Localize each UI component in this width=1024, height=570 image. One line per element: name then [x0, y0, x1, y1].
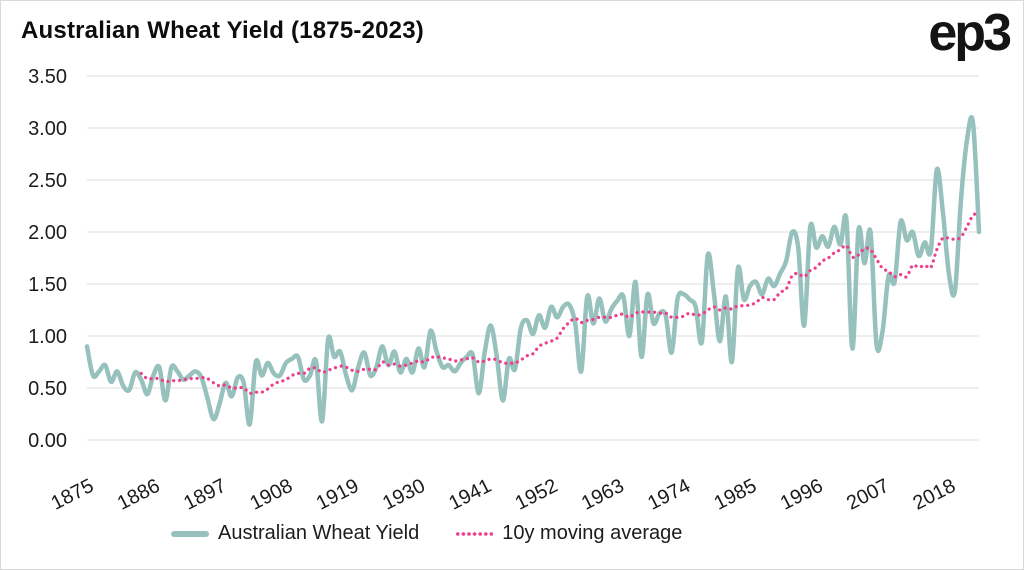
x-tick-label: 1930 — [379, 475, 429, 515]
moving-average-swatch — [455, 531, 494, 536]
x-tick-label: 1952 — [512, 475, 562, 515]
x-tick-label: 1985 — [711, 475, 761, 515]
yield-line — [84, 115, 982, 427]
x-tick-label: 1897 — [180, 475, 230, 515]
y-tick-label: 2.00 — [28, 222, 67, 244]
moving-average-line — [139, 211, 981, 395]
x-tick-label: 1886 — [114, 475, 164, 515]
y-tick-label: 2.50 — [28, 170, 67, 192]
x-tick-label: 1941 — [445, 475, 495, 515]
x-tick-label: 1875 — [48, 475, 98, 515]
y-tick-label: 1.50 — [28, 274, 67, 296]
y-tick-label: 3.00 — [28, 118, 67, 140]
x-tick-label: 1963 — [578, 475, 628, 515]
y-tick-label: 1.00 — [28, 326, 67, 348]
legend-item-yield: Australian Wheat Yield — [171, 522, 419, 545]
x-tick-label: 1908 — [247, 475, 297, 515]
chart-legend: Australian Wheat Yield 10y moving averag… — [171, 522, 682, 545]
chart-title: Australian Wheat Yield (1875-2023) — [21, 17, 424, 44]
yield-legend-label: Australian Wheat Yield — [218, 522, 420, 544]
yield-line-swatch — [171, 530, 209, 537]
x-tick-label: 1919 — [313, 475, 363, 515]
x-tick-label: 2018 — [909, 475, 959, 515]
x-tick-label: 1974 — [644, 475, 694, 515]
y-tick-label: 3.50 — [28, 66, 67, 88]
ep3-logo: ep3 — [928, 4, 1012, 62]
y-tick-label: 0.50 — [28, 378, 67, 400]
x-tick-label: 1996 — [777, 475, 827, 515]
y-tick-label: 0.00 — [28, 430, 67, 452]
x-tick-label: 2007 — [843, 475, 893, 515]
moving-average-legend-label: 10y moving average — [502, 522, 683, 544]
legend-item-moving-average: 10y moving average — [455, 522, 682, 545]
